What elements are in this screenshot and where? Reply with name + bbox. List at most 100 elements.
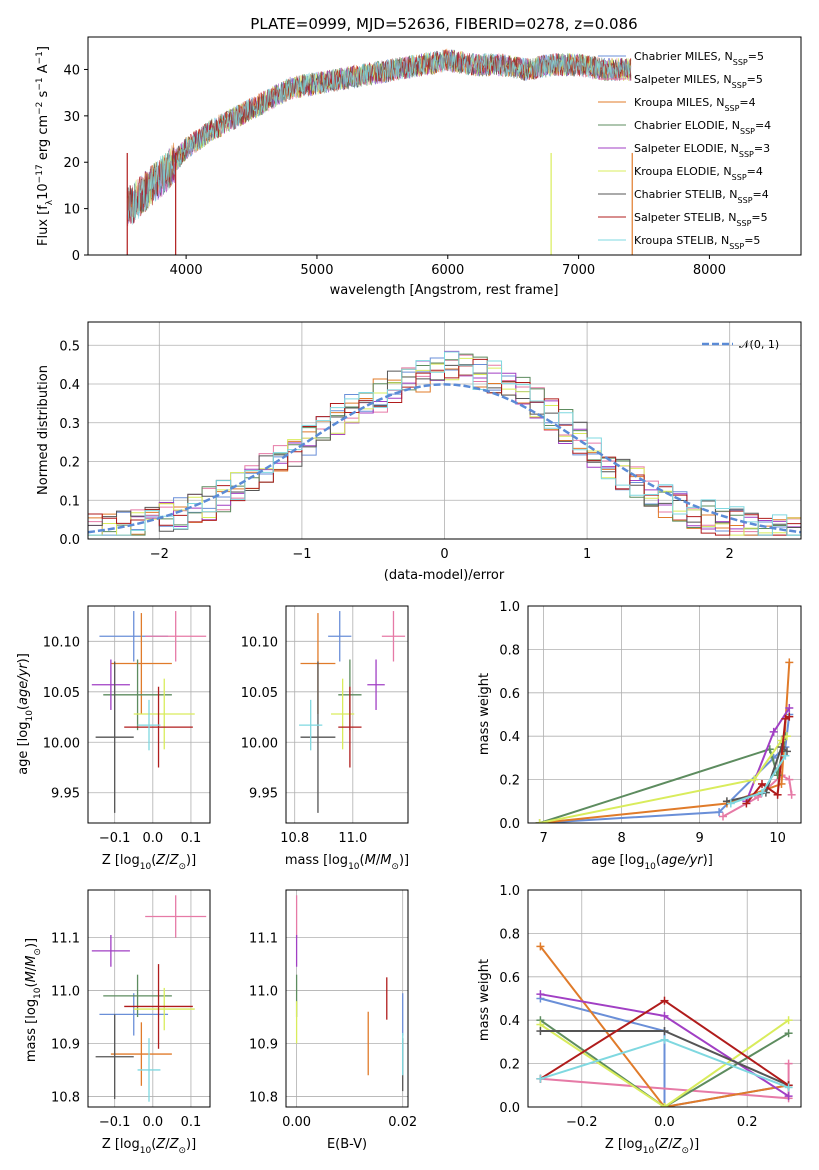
panel-ytick-label: 0.8 (499, 643, 520, 658)
panel-xtick-label: 0.02 (388, 1115, 417, 1130)
spectrum-legend: Chabrier MILES, NSSP=5 Salpeter MILES, NS… (598, 50, 771, 251)
spectrum-xtick-label: 4000 (170, 263, 203, 278)
panel-xtick-label: 11.0 (338, 831, 367, 846)
spectrum-xtick-label: 6000 (431, 263, 464, 278)
panel-ytick-label: 0.0 (499, 817, 520, 832)
spectrum-ytick-label: 40 (63, 63, 80, 78)
weight-vs-age-ylabel: mass weight (477, 673, 492, 755)
panel-ytick-label: 0.2 (499, 774, 520, 789)
panel-ytick-label: 0.6 (499, 971, 520, 986)
spectrum-series-line (126, 49, 632, 223)
spectrum-legend-label: Chabrier MILES, NSSP=5 (634, 50, 764, 67)
panel-ytick-label: 10.9 (249, 1037, 278, 1052)
mass-vs-Z-ylabel: mass [log10(M/M⊙)] (24, 938, 43, 1062)
histogram-ytick-label: 0.4 (59, 378, 80, 393)
spectrum-series-line (126, 49, 632, 226)
spectrum-legend-label: Kroupa STELIB, NSSP=5 (634, 234, 760, 251)
panel-mass-vs-ebv: 0.00 0.02 10.8 10.9 11.0 11.1 (249, 889, 417, 1130)
age-vs-mass-xlabel: mass [log10(M/M⊙)] (285, 853, 409, 872)
panel-xtick-label: 0.1 (181, 1115, 202, 1130)
panel-ytick-label: 11.1 (249, 932, 278, 947)
histogram-frame (87, 321, 802, 540)
panel-xtick-label: −0.1 (99, 831, 131, 846)
panel-xtick-label: 0.0 (142, 831, 163, 846)
spectrum-legend-label: Chabrier STELIB, NSSP=4 (634, 188, 769, 205)
panel-frame (285, 889, 409, 1108)
spectrum-legend-label: Kroupa MILES, NSSP=4 (634, 96, 756, 113)
spectrum-ytick-label: 20 (63, 156, 80, 171)
panel-ytick-label: 11.0 (249, 985, 278, 1000)
panel-frame (527, 605, 802, 824)
panel-xtick-label: 0.2 (737, 1115, 758, 1130)
histogram-ylabel: Normed distribution (36, 365, 51, 495)
histogram-panel: −2 −1 0 1 2 0.0 0.1 0.2 0.3 0.4 0.5 (data-model)/e… (36, 321, 802, 583)
panel-xtick-label: 0.00 (282, 1115, 311, 1130)
panel-ytick-label: 1.0 (499, 600, 520, 615)
weight-vs-Z-ylabel: mass weight (477, 959, 492, 1041)
panel-ytick-label: 11.1 (51, 932, 80, 947)
spectrum-legend-label: Chabrier ELODIE, NSSP=4 (634, 119, 771, 136)
spectrum-panel: wavelength [Angstrom, rest frame] 4000 50… (35, 36, 802, 298)
panel-xtick-label: 7 (539, 831, 547, 846)
panel-xtick-label: 8 (617, 831, 625, 846)
histogram-ticks: −2 −1 0 1 2 0.0 0.1 0.2 0.3 0.4 0.5 (59, 339, 734, 562)
panel-ytick-label: 10.05 (43, 686, 80, 701)
spectrum-legend-label: Kroupa ELODIE, NSSP=4 (634, 165, 763, 182)
histogram-normal-curve (88, 383, 801, 534)
panel-ytick-label: 10.8 (51, 1090, 80, 1105)
spectrum-ytick-label: 30 (63, 110, 80, 125)
panel-ytick-label: 10.9 (51, 1037, 80, 1052)
histogram-xtick-label: −2 (150, 547, 169, 562)
weight-line (539, 945, 789, 1107)
spectrum-ylabel: Flux [fλ10−17 erg cm−2 s−1 A−1] (35, 46, 55, 246)
panel-ytick-label: 0.6 (499, 687, 520, 702)
histogram-xtick-label: 2 (726, 547, 734, 562)
panel-xtick-label: 10 (769, 831, 786, 846)
spectrum-ytick-label: 10 (63, 203, 80, 218)
panel-xtick-label: −0.2 (566, 1115, 598, 1130)
histogram-ytick-label: 0.5 (59, 339, 80, 354)
histogram-ytick-label: 0.2 (59, 456, 80, 471)
weight-line (539, 714, 791, 823)
spectrum-xlabel: wavelength [Angstrom, rest frame] (330, 283, 559, 298)
panel-xtick-label: 10.8 (280, 831, 309, 846)
panel-ytick-label: 0.4 (499, 1014, 520, 1029)
age-vs-Z-xlabel: Z [log10(Z/Z⊙)] (102, 853, 196, 872)
panel-weight-vs-Z: −0.2 0.0 0.2 0.0 0.2 0.4 0.6 0.8 1.0 (499, 884, 802, 1130)
panel-age-vs-mass: 10.8 11.0 9.95 10.00 10.05 10.10 (241, 605, 409, 846)
spectrum-plot-area (126, 48, 633, 255)
panel-ytick-label: 0.8 (499, 927, 520, 942)
panel-ytick-label: 10.00 (241, 736, 278, 751)
panel-frame (527, 889, 802, 1108)
panel-xtick-label: 0.0 (142, 1115, 163, 1130)
panel-ytick-label: 10.00 (43, 736, 80, 751)
histogram-step-line (88, 351, 801, 536)
panel-xtick-label: 9 (695, 831, 703, 846)
histogram-xtick-label: 1 (583, 547, 591, 562)
spectrum-ticks: 4000 5000 6000 7000 8000 0 10 20 30 40 (63, 63, 726, 278)
mass-vs-Z-xlabel: Z [log10(Z/Z⊙)] (102, 1137, 196, 1156)
histogram-xtick-label: 0 (440, 547, 448, 562)
panel-age-vs-Z: −0.1 0.0 0.1 9.95 10.00 10.05 10.10 (43, 605, 211, 846)
panel-xtick-label: 0.1 (181, 831, 202, 846)
panel-ytick-label: 9.95 (249, 787, 278, 802)
spectrum-frame (87, 36, 802, 256)
age-vs-Z-ylabel: age [log10(age/yr)] (16, 653, 35, 775)
spectrum-legend-label: Salpeter ELODIE, NSSP=3 (634, 142, 770, 159)
spectrum-xtick-label: 7000 (562, 263, 595, 278)
histogram-xlabel: (data-model)/error (384, 568, 505, 583)
weight-vs-Z-xlabel: Z [log10(Z/Z⊙)] (605, 1137, 699, 1156)
panel-ytick-label: 11.0 (51, 985, 80, 1000)
spectrum-legend-label: Salpeter MILES, NSSP=5 (634, 73, 763, 90)
panel-ytick-label: 0.4 (499, 730, 520, 745)
weight-line (726, 745, 788, 803)
spectrum-legend-label: Salpeter STELIB, NSSP=5 (634, 211, 768, 228)
panel-weight-vs-age: 7 8 9 10 0.0 0.2 0.4 0.6 0.8 1.0 (499, 600, 802, 846)
panel-ytick-label: 10.10 (43, 635, 80, 650)
weight-line (539, 662, 791, 823)
histogram-ytick-label: 0.0 (59, 533, 80, 548)
panel-frame (87, 889, 211, 1108)
panel-ytick-label: 0.0 (499, 1101, 520, 1116)
spectrum-ytick-label: 0 (72, 249, 80, 264)
